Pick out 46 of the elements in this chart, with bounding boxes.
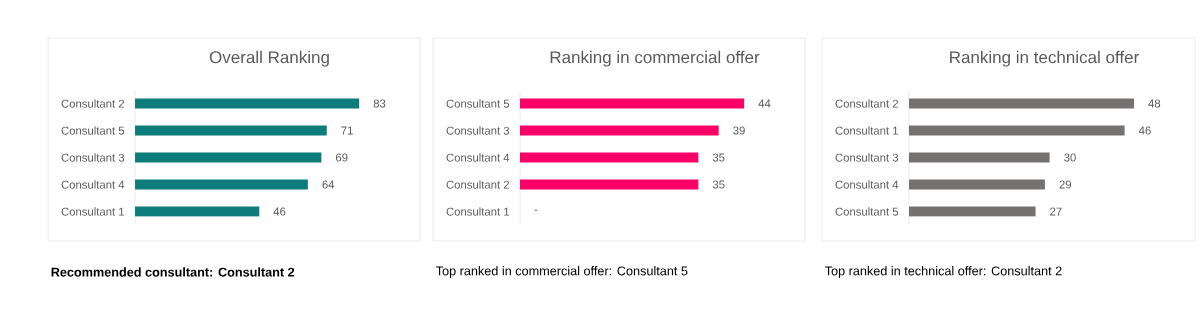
data-label: 64 xyxy=(322,180,335,189)
y-tick-label: Consultant 3 xyxy=(446,126,510,135)
y-tick-label: Consultant 4 xyxy=(61,180,125,189)
bar xyxy=(909,179,1045,190)
y-tick-label: Consultant 5 xyxy=(61,126,125,135)
bar xyxy=(135,152,322,163)
y-tick-label: Consultant 4 xyxy=(446,153,510,162)
bar xyxy=(909,152,1050,163)
data-label: 71 xyxy=(341,126,353,135)
y-tick-label: Consultant 4 xyxy=(835,180,899,189)
bar xyxy=(135,98,360,109)
text: Top ranked in technical offer: Consultant 2 xyxy=(825,266,1062,278)
y-tick-label: Consultant 1 xyxy=(61,207,125,216)
text: Recommended consultant: Consultant 2 xyxy=(51,267,295,277)
y-tick-label: Consultant 2 xyxy=(446,180,510,189)
y-tick-label: Consultant 5 xyxy=(835,207,899,216)
data-label: 46 xyxy=(273,207,286,216)
y-tick-label: Consultant 3 xyxy=(835,153,899,162)
y-tick-label: Consultant 1 xyxy=(835,126,899,135)
bar xyxy=(135,125,327,136)
y-tick-label: Consultant 3 xyxy=(61,153,125,162)
y-tick-label: Consultant 1 xyxy=(446,207,510,216)
y-tick-label: Consultant 2 xyxy=(61,99,125,108)
data-label: 35 xyxy=(712,153,725,162)
data-label: 35 xyxy=(712,180,725,189)
y-tick-label: Consultant 2 xyxy=(835,99,898,108)
chart-title: Ranking in technical offer xyxy=(950,50,1139,67)
data-label: - xyxy=(534,209,538,211)
data-label: 39 xyxy=(733,126,745,135)
data-label: 69 xyxy=(336,153,348,162)
bar xyxy=(135,179,308,190)
bar xyxy=(135,206,260,217)
bar xyxy=(909,125,1125,136)
chart-title: Ranking in commercial offer xyxy=(550,50,760,67)
data-label: 27 xyxy=(1050,207,1062,216)
data-label: 30 xyxy=(1064,153,1076,162)
bar xyxy=(909,206,1036,217)
data-label: 29 xyxy=(1059,180,1072,189)
chart-title: Overall Ranking xyxy=(209,50,329,67)
data-label: 44 xyxy=(758,99,771,108)
data-label: 48 xyxy=(1148,99,1161,108)
data-label: 83 xyxy=(373,99,386,108)
data-label: 46 xyxy=(1138,126,1151,135)
bar xyxy=(909,98,1134,109)
y-tick-label: Consultant 5 xyxy=(446,99,510,108)
text: Top ranked in commercial offer: Consultant 5 xyxy=(436,266,688,278)
